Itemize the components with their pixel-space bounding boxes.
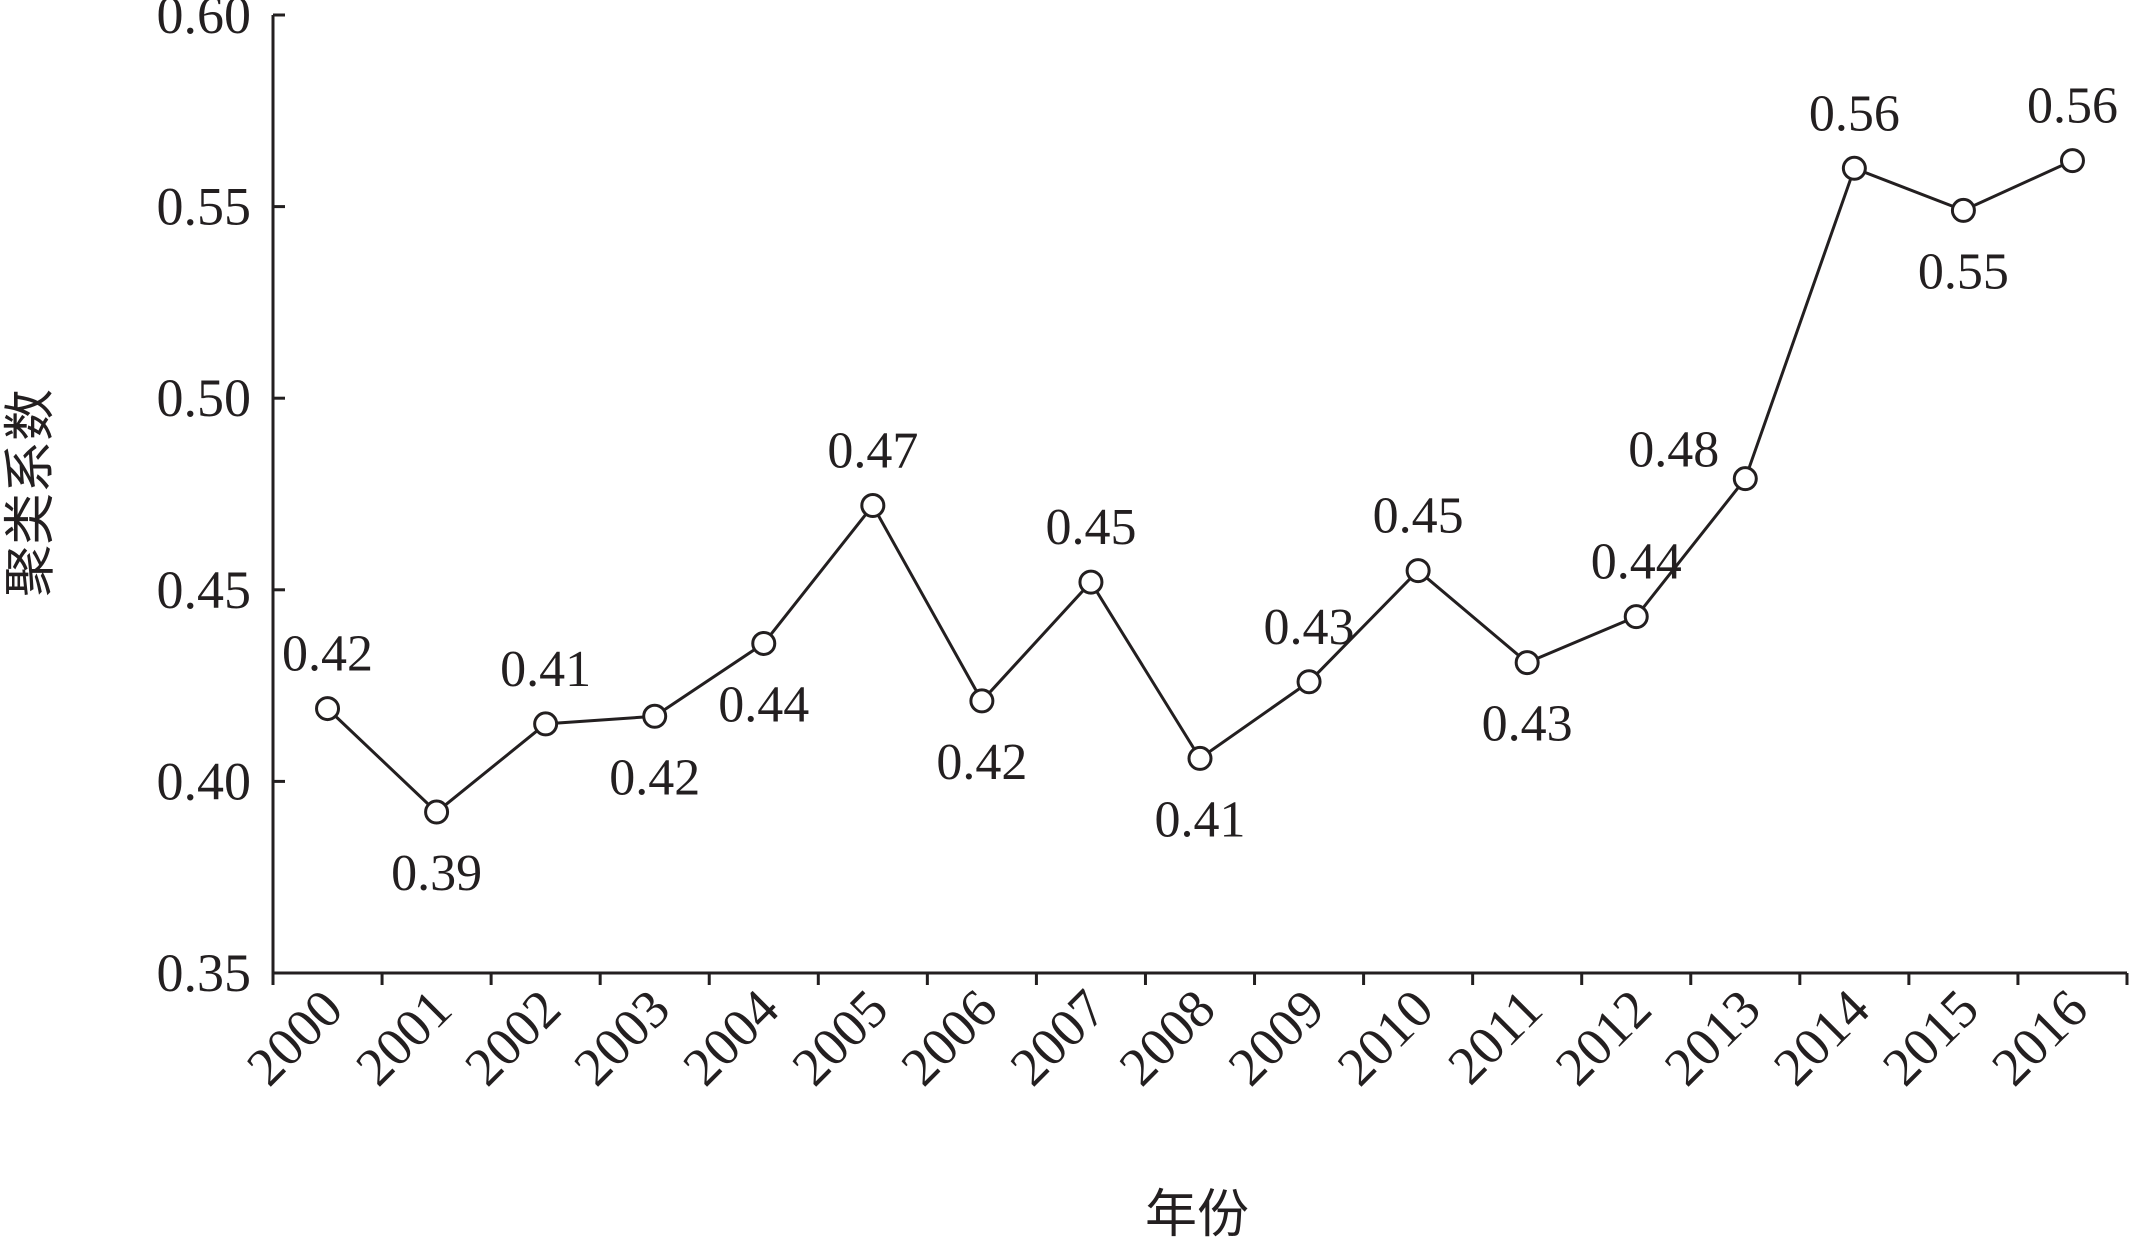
x-tick-label: 2013 <box>1653 978 1772 1097</box>
y-tick-label: 0.50 <box>157 368 252 428</box>
y-tick-label: 0.40 <box>157 751 252 811</box>
x-tick-label: 2009 <box>1217 978 1336 1097</box>
y-tick-label: 0.35 <box>157 943 252 1003</box>
data-point-marker <box>1623 604 1649 630</box>
data-label: 0.42 <box>936 734 1027 791</box>
data-label: 0.45 <box>1045 499 1136 556</box>
data-label: 0.43 <box>1482 696 1573 753</box>
data-point-marker <box>1514 650 1540 676</box>
data-point-marker <box>533 711 559 737</box>
y-axis: 0.35 0.40 0.45 0.50 0.55 0.60 <box>157 0 285 1003</box>
data-point-marker <box>1950 197 1976 223</box>
x-tick-label: 2011 <box>1436 978 1553 1095</box>
x-tick-label: 2010 <box>1326 978 1445 1097</box>
series <box>315 148 2085 825</box>
data-point-marker <box>860 492 886 518</box>
data-label: 0.42 <box>609 749 700 806</box>
data-label: 0.45 <box>1373 488 1464 545</box>
data-point-marker <box>2059 148 2085 174</box>
x-axis-title: 年份 <box>1145 1187 1249 1244</box>
x-tick-label: 2003 <box>562 978 681 1097</box>
data-label: 0.56 <box>1809 85 1900 142</box>
data-labels: 0.42 0.39 0.41 0.42 0.44 0.47 0.42 0.45 0.41 0.43… <box>282 78 2118 902</box>
x-tick-label: 2015 <box>1871 978 1990 1097</box>
data-point-marker <box>1187 745 1213 771</box>
x-tick-label: 2012 <box>1544 978 1663 1097</box>
data-point-marker <box>1732 466 1758 492</box>
data-point-marker <box>1841 155 1867 181</box>
x-tick-label: 2000 <box>235 978 354 1097</box>
x-tick-label: 2008 <box>1108 978 1227 1097</box>
data-label: 0.41 <box>1155 791 1246 848</box>
data-label: 0.39 <box>391 845 482 902</box>
data-point-marker <box>969 688 995 714</box>
y-axis-title: 聚类系数 <box>3 389 60 597</box>
data-label: 0.48 <box>1628 422 1719 479</box>
data-label: 0.55 <box>1918 243 2009 300</box>
x-tick-label: 2005 <box>781 978 900 1097</box>
data-point-marker <box>315 696 341 722</box>
y-tick-label: 0.60 <box>157 0 252 45</box>
x-tick-label: 2006 <box>890 978 1009 1097</box>
x-tick-label: 2007 <box>999 978 1118 1097</box>
data-label: 0.56 <box>2027 78 2118 135</box>
x-axis: 2000200120022003200420052006200720082009… <box>235 971 2129 1097</box>
data-point-marker <box>751 630 777 656</box>
x-tick-label: 2004 <box>671 978 790 1097</box>
data-label: 0.44 <box>1591 534 1682 591</box>
y-tick-label: 0.55 <box>157 177 252 237</box>
y-tick-label: 0.45 <box>157 560 252 620</box>
data-label: 0.44 <box>718 676 809 733</box>
data-label: 0.42 <box>282 626 373 683</box>
data-point-marker <box>1078 569 1104 595</box>
x-tick-label: 2016 <box>1980 978 2099 1097</box>
x-tick-label: 2002 <box>453 978 572 1097</box>
data-label: 0.41 <box>500 641 591 698</box>
data-label: 0.47 <box>827 422 918 479</box>
data-point-marker <box>424 799 450 825</box>
data-point-marker <box>642 703 668 729</box>
data-label: 0.43 <box>1264 599 1355 656</box>
data-point-marker <box>1296 669 1322 695</box>
data-point-marker <box>1405 558 1431 584</box>
series-line <box>326 159 2074 815</box>
x-tick-label: 2001 <box>344 978 463 1097</box>
x-tick-label: 2014 <box>1762 978 1881 1097</box>
